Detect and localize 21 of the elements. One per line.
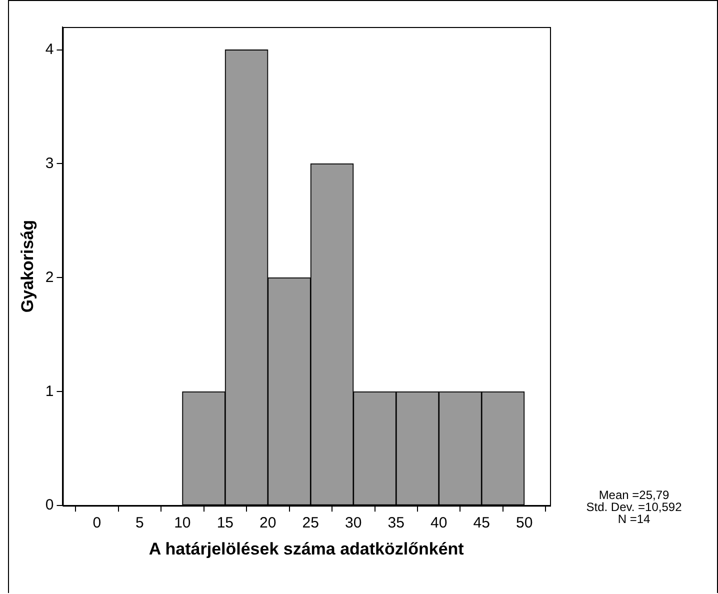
x-tick-label: 20 [260, 514, 276, 532]
y-tick-label: 0 [45, 496, 54, 514]
y-tick-label: 2 [45, 268, 54, 286]
x-tick-label: 40 [430, 514, 448, 532]
x-tick-label: 25 [302, 514, 319, 532]
text: Std. Dev. =10,592 [586, 500, 682, 514]
y-tick-label: 1 [45, 382, 54, 400]
x-tick-label: 10 [174, 514, 191, 532]
x-tick-label: 5 [136, 514, 144, 532]
text: N =14 [618, 512, 650, 526]
y-tick-label: 4 [45, 40, 54, 58]
x-tick-label: 0 [92, 514, 102, 532]
text: Mean =25,79 [598, 488, 670, 502]
x-axis-title: A határjelölések száma adatközlőnként [148, 539, 464, 558]
y-tick-label: 3 [45, 154, 54, 172]
x-tick-label: 45 [473, 514, 490, 532]
x-tick-label: 15 [216, 514, 234, 532]
x-tick-label: 50 [516, 514, 533, 532]
y-axis-title: Gyakoriság [18, 220, 37, 313]
x-tick-label: 35 [388, 514, 404, 532]
x-tick-label: 30 [345, 514, 362, 532]
